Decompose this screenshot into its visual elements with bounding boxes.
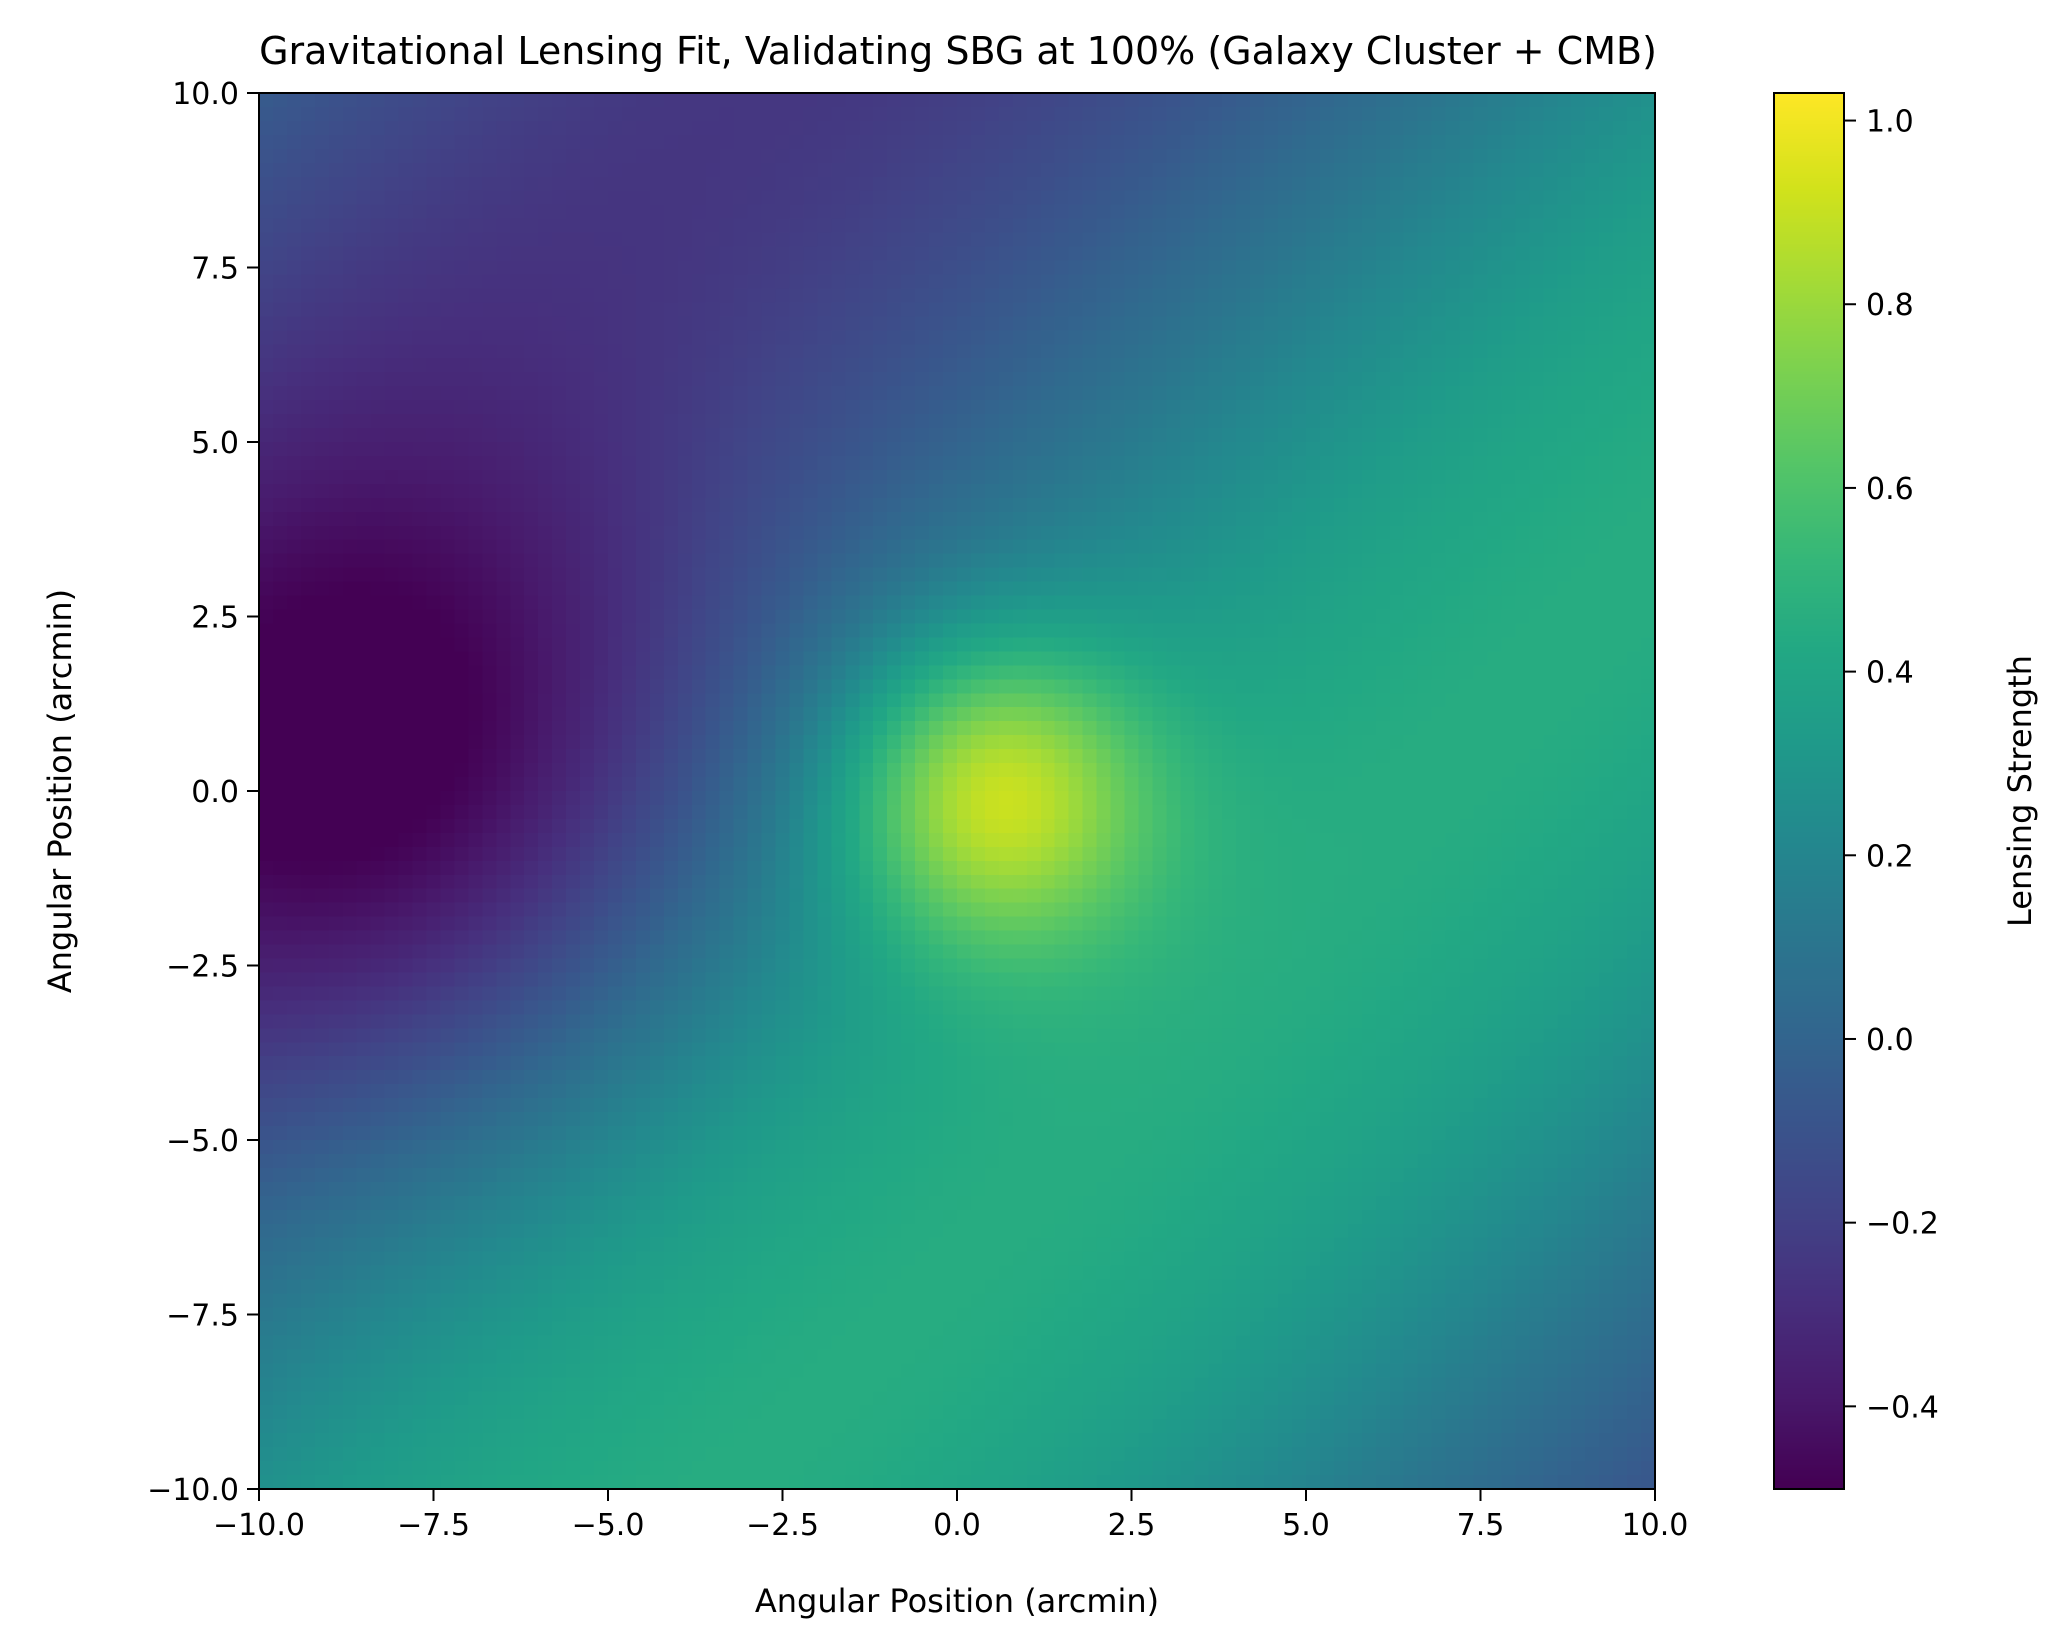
colorbar-tick-label: 1.0 (1866, 105, 1914, 140)
x-tick-label: 10.0 (1622, 1508, 1689, 1543)
y-tick-label: −7.5 (166, 1299, 239, 1334)
colorbar-area (1774, 93, 1844, 1489)
x-tick-label: 2.5 (1108, 1508, 1156, 1543)
x-tick-label: −2.5 (746, 1508, 819, 1543)
colorbar-tick-label: 0.6 (1866, 472, 1914, 507)
colorbar-frame (1773, 92, 1845, 1490)
x-tick-label: 5.0 (1282, 1508, 1330, 1543)
y-tick-label: −10.0 (147, 1473, 239, 1508)
y-tick-label: −2.5 (166, 950, 239, 985)
colorbar-tick-label: −0.4 (1866, 1390, 1939, 1425)
x-tick-label: 7.5 (1457, 1508, 1505, 1543)
y-tick-label: 7.5 (191, 252, 239, 287)
colorbar-tick-label: 0.2 (1866, 839, 1914, 874)
y-tick-label: 10.0 (172, 77, 239, 112)
x-tick-label: −10.0 (213, 1508, 305, 1543)
y-tick-label: 0.0 (191, 775, 239, 810)
x-tick-label: 0.0 (933, 1508, 981, 1543)
x-tick-label: −5.0 (572, 1508, 645, 1543)
x-axis-ticks: −10.0 −7.5 −5.0 −2.5 0.0 2.5 5.0 7.5 10.0 (213, 1489, 1688, 1543)
heatmap-plot-area (259, 93, 1655, 1489)
colorbar-label: Lensing Strength (2001, 655, 2039, 927)
x-axis-label: Angular Position (arcmin) (755, 1582, 1159, 1620)
x-tick-label: −7.5 (397, 1508, 470, 1543)
colorbar-tick-label: 0.0 (1866, 1023, 1914, 1058)
y-tick-label: 5.0 (191, 426, 239, 461)
chart-title: Gravitational Lensing Fit, Validating SB… (259, 29, 1657, 73)
y-axis-label: Angular Position (arcmin) (41, 589, 79, 993)
colorbar-tick-label: −0.2 (1866, 1207, 1939, 1242)
heatmap-image (259, 93, 1655, 1489)
y-tick-label: 2.5 (191, 601, 239, 636)
y-axis-ticks: −10.0 −7.5 −5.0 −2.5 0.0 2.5 5.0 7.5 10.0 (147, 77, 259, 1508)
colorbar-ticks: −0.4 −0.2 0.0 0.2 0.4 0.6 0.8 1.0 (1844, 105, 1939, 1425)
colorbar-tick-label: 0.8 (1866, 288, 1914, 323)
colorbar-tick-label: 0.4 (1866, 656, 1914, 691)
y-tick-label: −5.0 (166, 1124, 239, 1159)
colorbar-image (1774, 93, 1844, 1489)
